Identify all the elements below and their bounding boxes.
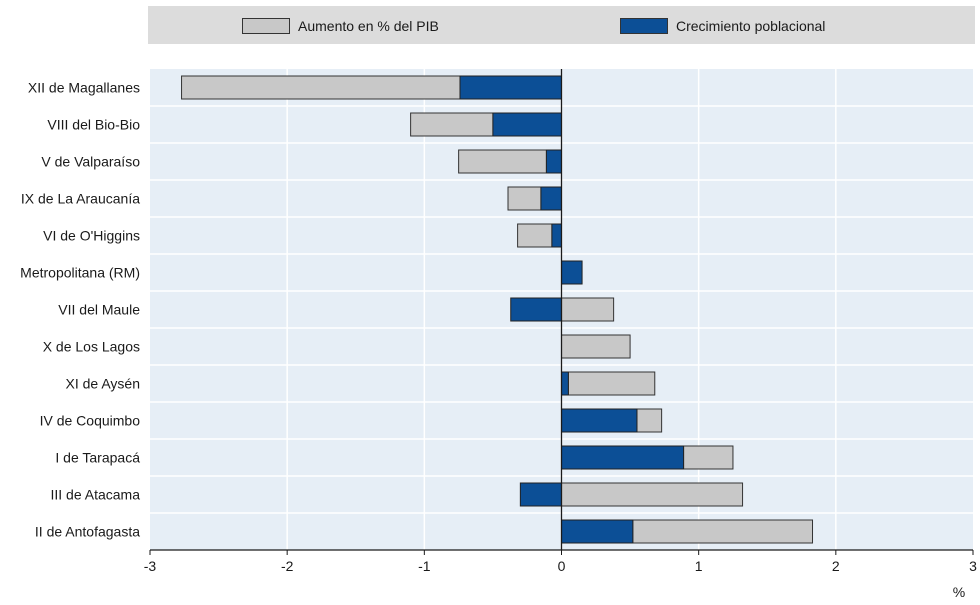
bar-population: [561, 371, 569, 396]
bar-gdp: [517, 223, 553, 248]
category-label: VI de O'Higgins: [43, 228, 140, 244]
bar-population: [510, 297, 562, 322]
bar-population: [540, 186, 562, 211]
legend-swatch-population: [620, 18, 668, 34]
x-tick-label: 2: [832, 558, 840, 574]
bar-gdp: [458, 149, 547, 174]
legend-label-population: Crecimiento poblacional: [676, 18, 826, 34]
bar-population: [545, 149, 563, 174]
x-tick-label: -3: [144, 558, 157, 574]
bar-population: [519, 482, 562, 507]
bar-gdp: [410, 112, 494, 137]
bar-gdp: [561, 297, 615, 322]
category-label: IV de Coquimbo: [40, 413, 141, 429]
category-label: V de Valparaíso: [41, 154, 140, 170]
x-tick-label: -1: [418, 558, 431, 574]
category-label: Metropolitana (RM): [20, 265, 140, 281]
bar-gdp: [632, 519, 814, 544]
legend: Aumento en % del PIB Crecimiento poblaci…: [148, 6, 975, 44]
category-label: X de Los Lagos: [43, 339, 140, 355]
bar-gdp: [683, 445, 734, 470]
bar-gdp: [561, 334, 631, 359]
bar-population: [561, 260, 583, 285]
bar-population: [561, 408, 638, 433]
category-label: II de Antofagasta: [35, 524, 140, 540]
bar-population: [561, 445, 685, 470]
x-tick-label: -2: [281, 558, 294, 574]
bar-gdp: [567, 371, 656, 396]
x-tick-label: 1: [695, 558, 703, 574]
bar-gdp: [507, 186, 542, 211]
category-label: XI de Aysén: [66, 376, 140, 392]
category-label: I de Tarapacá: [55, 450, 140, 466]
bar-gdp: [561, 482, 744, 507]
bar-population: [551, 223, 562, 248]
x-tick-label: 3: [969, 558, 977, 574]
category-label: VII del Maule: [58, 302, 140, 318]
legend-swatch-gdp: [242, 18, 290, 34]
bar-population: [492, 112, 562, 137]
x-tick-label: 0: [558, 558, 566, 574]
legend-label-gdp: Aumento en % del PIB: [298, 18, 439, 34]
category-label: III de Atacama: [51, 487, 141, 503]
legend-item-gdp: Aumento en % del PIB: [242, 17, 439, 35]
legend-item-population: Crecimiento poblacional: [620, 17, 825, 35]
bar-gdp: [181, 75, 461, 100]
category-label: IX de La Araucanía: [21, 191, 140, 207]
bar-gdp: [636, 408, 663, 433]
x-axis-label: %: [953, 584, 965, 600]
bar-population: [459, 75, 563, 100]
category-label: XII de Magallanes: [28, 80, 140, 96]
category-label: VIII del Bio-Bio: [47, 117, 140, 133]
bar-population: [561, 519, 634, 544]
